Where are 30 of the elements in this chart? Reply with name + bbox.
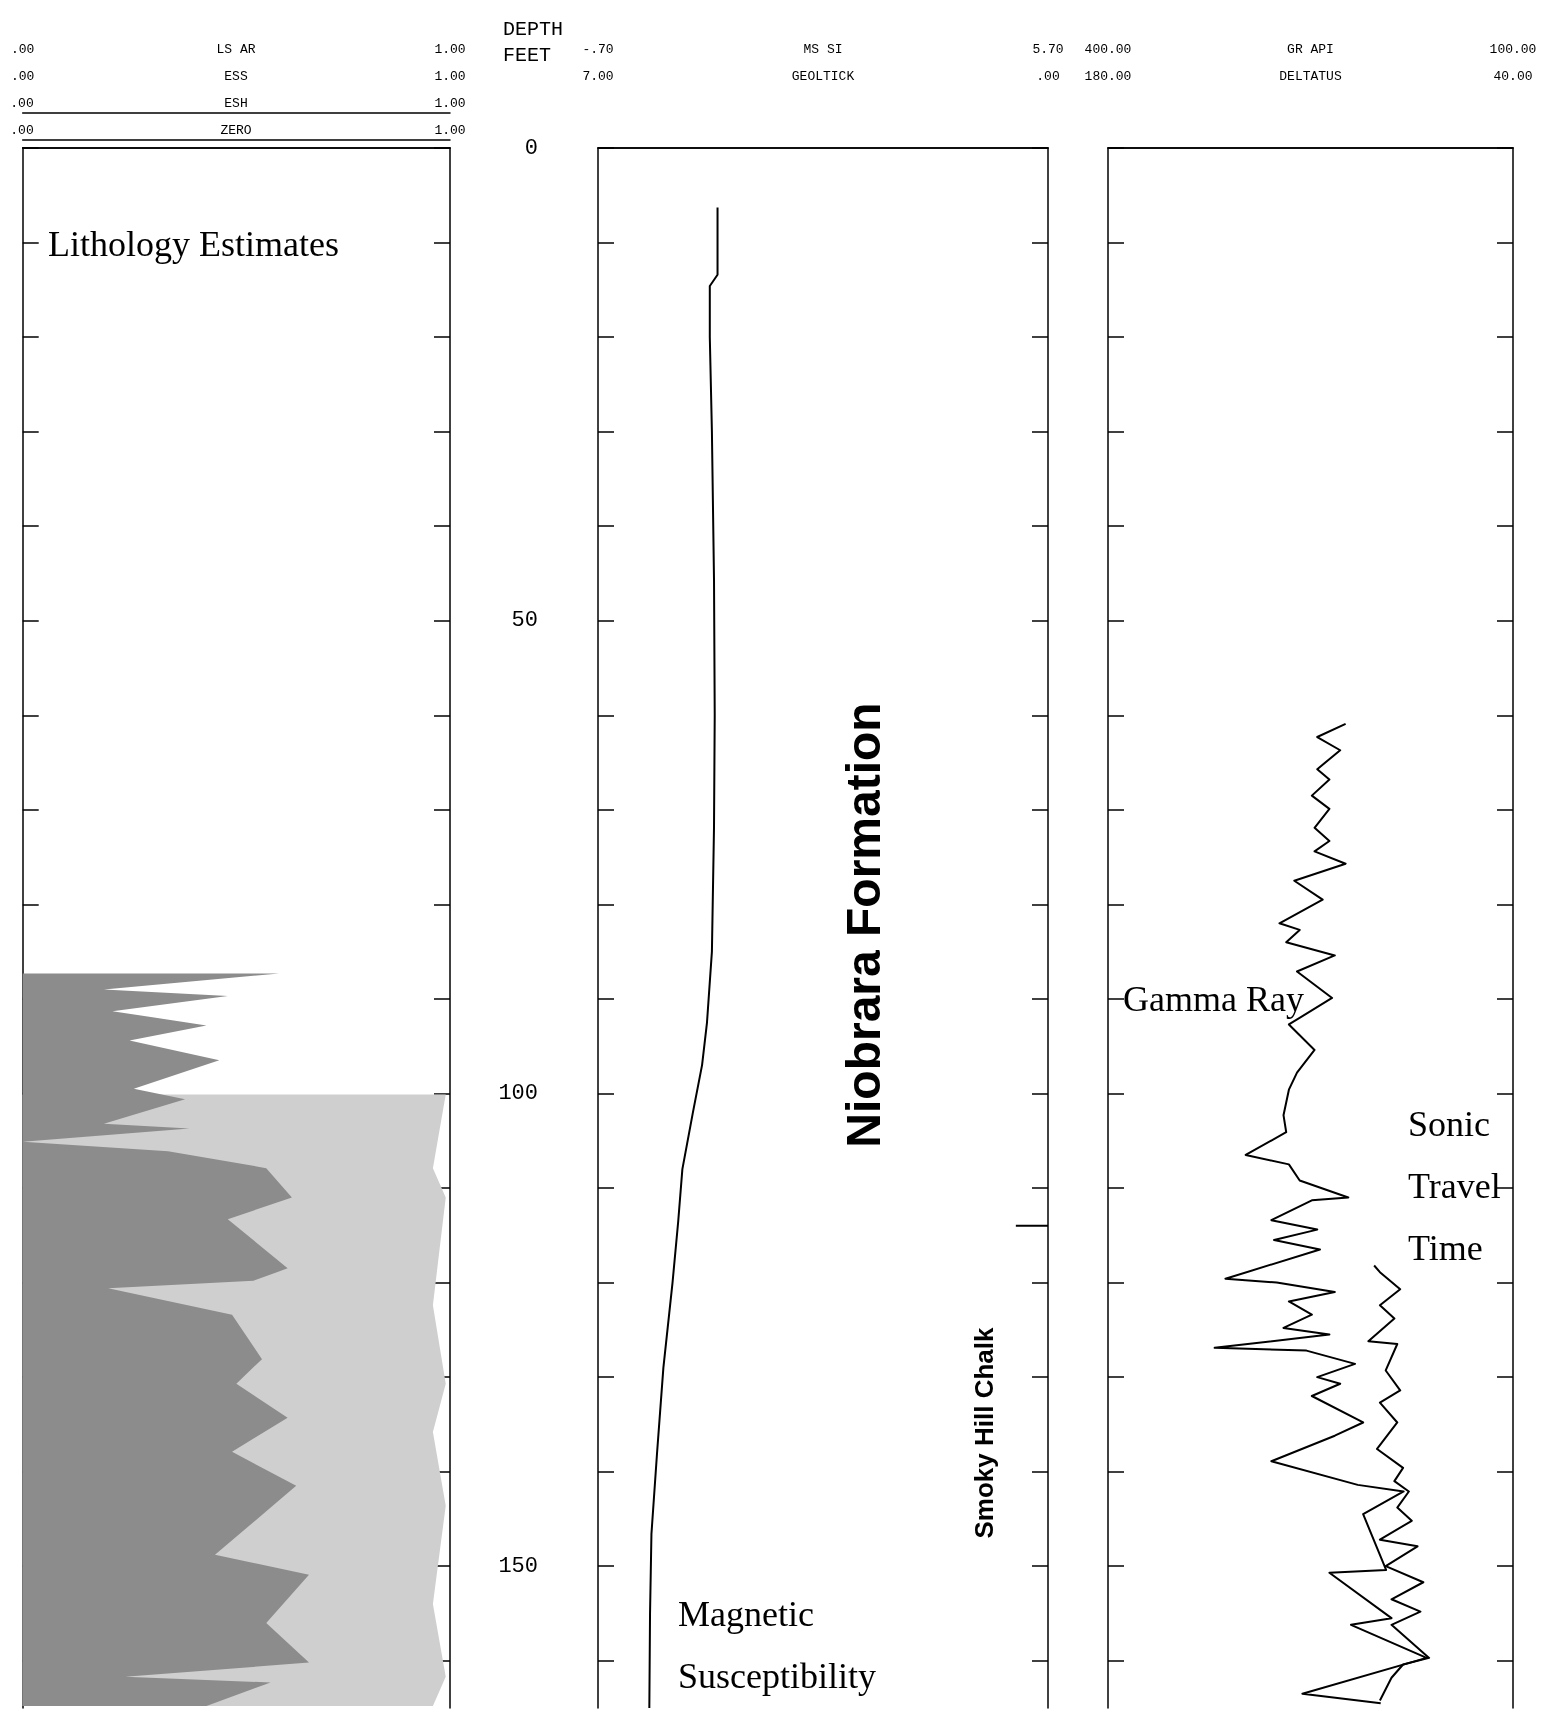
x2-axis-title: ESS [224,69,248,84]
x2-tick-label: 1.00 [434,96,466,111]
y-tick-label: 0 [524,135,538,161]
x-axis-title: MS SI [803,42,843,57]
annotation: Niobrara Formation [836,702,890,1148]
text: .00 [10,123,34,138]
x-tick-label: 400.00 [1084,42,1132,57]
text: ZERO [220,123,252,138]
x2-tick-label: 40.00 [1493,69,1533,84]
y-axis-title: DEPTH FEET [503,17,576,67]
annotation: Smoky Hill Chalk [969,1326,999,1539]
x-tick-label: -.70 [582,42,614,57]
text: ESH [224,96,248,111]
x2-tick-label: 7.00 [582,69,614,84]
legend-label: Gamma Ray [1123,979,1304,1019]
x2-tick-label: .00 [10,96,34,111]
x-axis-title: LS AR [216,42,256,57]
y-tick-label: 100 [498,1080,538,1106]
x-tick-label: 5.70 [1032,42,1064,57]
series-label: Sonic Travel Time [1408,1104,1510,1268]
x2-axis-title: GEOLTICK [791,69,855,84]
x-axis-title: GR API [1287,42,1334,57]
y-tick-label: 150 [498,1553,538,1579]
legend-label: Magnetic Susceptibility [678,1594,876,1696]
x2-axis-title: DELTATUS [1279,69,1342,84]
text: Lithology Estimates [48,224,339,264]
x-tick-label: 100.00 [1489,42,1537,57]
x2-tick-label: 180.00 [1084,69,1132,84]
text: 1.00 [434,123,466,138]
y-tick-label: 50 [511,608,538,634]
